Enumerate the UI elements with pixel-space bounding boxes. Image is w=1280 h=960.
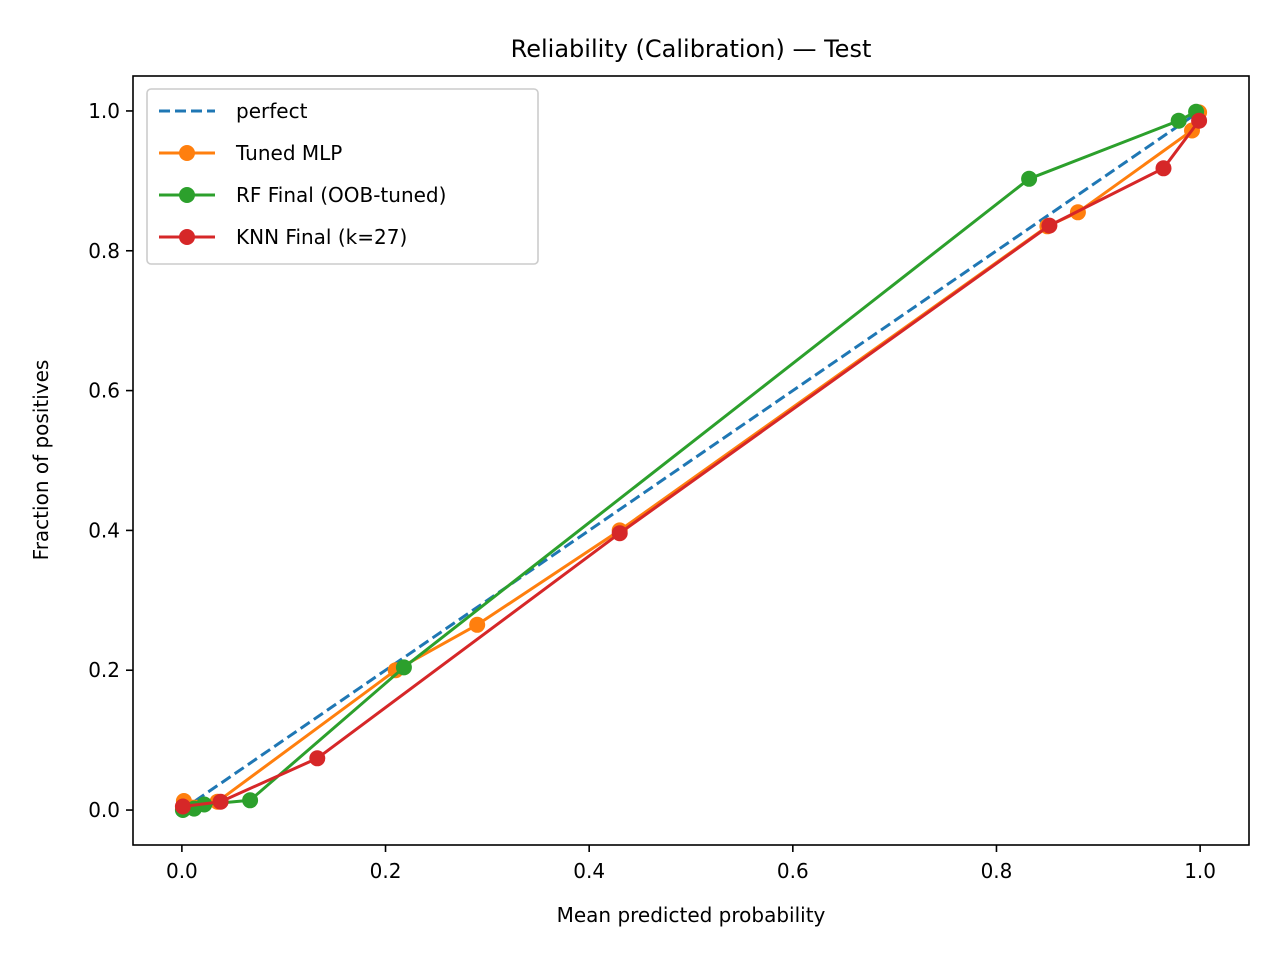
x-tick-label: 0.6	[777, 859, 809, 883]
legend-marker	[179, 145, 195, 161]
y-tick-label: 0.2	[88, 658, 120, 682]
series-perfect	[181, 109, 1201, 812]
data-point	[212, 793, 229, 810]
legend-label: perfect	[236, 99, 308, 123]
y-axis-ticks: 0.0 0.2 0.4 0.6 0.8 1.0	[88, 99, 133, 822]
series-knn-final-k-27	[174, 112, 1208, 815]
data-point	[309, 750, 326, 767]
legend-item-knn-final-k-27: KNN Final (k=27)	[159, 225, 407, 249]
legend-label: RF Final (OOB-tuned)	[236, 183, 446, 207]
data-point	[469, 616, 486, 633]
data-point	[1191, 112, 1208, 129]
data-point	[611, 525, 628, 542]
legend-marker	[179, 229, 195, 245]
legend-item-tuned-mlp: Tuned MLP	[159, 141, 342, 165]
y-axis-label: Fraction of positives	[29, 360, 53, 561]
legend: perfect Tuned MLP RF Final (OOB-tuned) KNN …	[146, 88, 539, 265]
legend-label: Tuned MLP	[235, 141, 342, 165]
x-tick-label: 0.0	[166, 859, 198, 883]
plot-frame	[132, 75, 1250, 846]
x-tick-label: 1.0	[1184, 859, 1216, 883]
x-tick-label: 0.8	[981, 859, 1013, 883]
series-line-perfect	[181, 109, 1201, 812]
data-point	[174, 798, 191, 815]
y-tick-label: 1.0	[88, 99, 120, 123]
legend-label: KNN Final (k=27)	[236, 225, 407, 249]
legend-item-rf-final-oob-tuned: RF Final (OOB-tuned)	[159, 183, 446, 207]
y-tick-label: 0.6	[88, 379, 120, 403]
data-point	[1021, 170, 1038, 187]
y-tick-label: 0.0	[88, 798, 120, 822]
data-point	[242, 792, 259, 809]
plot-series-group	[174, 103, 1208, 818]
chart-title: Reliability (Calibration) — Test	[511, 35, 872, 63]
x-axis-ticks: 0.0 0.2 0.4 0.6 0.8 1.0	[166, 845, 1216, 883]
legend-item-perfect: perfect	[159, 99, 308, 123]
x-axis-label: Mean predicted probability	[557, 903, 826, 927]
legend-box	[146, 88, 539, 265]
data-point	[1155, 160, 1172, 177]
data-point	[395, 659, 412, 676]
y-tick-label: 0.8	[88, 239, 120, 263]
x-tick-label: 0.2	[370, 859, 402, 883]
y-tick-label: 0.4	[88, 518, 120, 542]
legend-marker	[179, 187, 195, 203]
data-point	[1170, 112, 1187, 129]
data-point	[1041, 217, 1058, 234]
x-tick-label: 0.4	[573, 859, 605, 883]
